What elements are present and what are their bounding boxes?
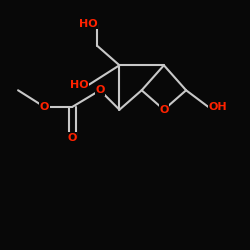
Text: HO: HO bbox=[70, 80, 89, 90]
Text: O: O bbox=[68, 132, 77, 142]
Text: OH: OH bbox=[208, 102, 227, 112]
Text: O: O bbox=[159, 105, 168, 115]
Text: HO: HO bbox=[78, 18, 97, 28]
Text: O: O bbox=[40, 102, 49, 112]
Text: O: O bbox=[95, 85, 105, 95]
